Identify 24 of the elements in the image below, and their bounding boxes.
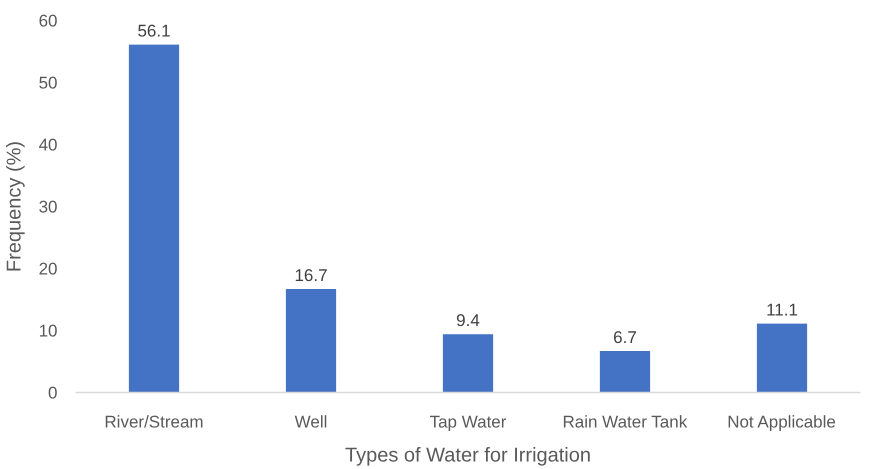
x-axis-title: Types of Water for Irrigation [344, 444, 592, 466]
y-tick-label: 20 [38, 260, 58, 278]
x-tick-label: Well [294, 412, 328, 432]
y-tick-label: 50 [38, 74, 58, 92]
bar [442, 334, 494, 392]
y-tick-label: 40 [38, 136, 58, 154]
data-label: 9.4 [456, 311, 480, 330]
y-tick-label: 0 [48, 384, 58, 402]
y-tick-label: 60 [38, 12, 58, 30]
data-label: 6.7 [613, 328, 637, 347]
y-tick-label: 30 [38, 198, 58, 216]
x-tick-label: Tap Water [430, 412, 507, 432]
bar [600, 350, 650, 392]
data-label: 11.1 [766, 300, 798, 320]
data-label: 56.1 [137, 22, 171, 41]
y-tick-label: 10 [38, 322, 58, 340]
x-tick-label: River/Stream [104, 412, 204, 432]
bar [756, 324, 808, 392]
x-tick-label: Rain Water Tank [562, 412, 688, 432]
bar [286, 288, 336, 392]
y-axis-title: Frequency (%) [4, 140, 26, 272]
x-tick-label: Not Applicable [727, 412, 836, 432]
data-label: 16.7 [294, 266, 328, 285]
bar [128, 44, 180, 392]
